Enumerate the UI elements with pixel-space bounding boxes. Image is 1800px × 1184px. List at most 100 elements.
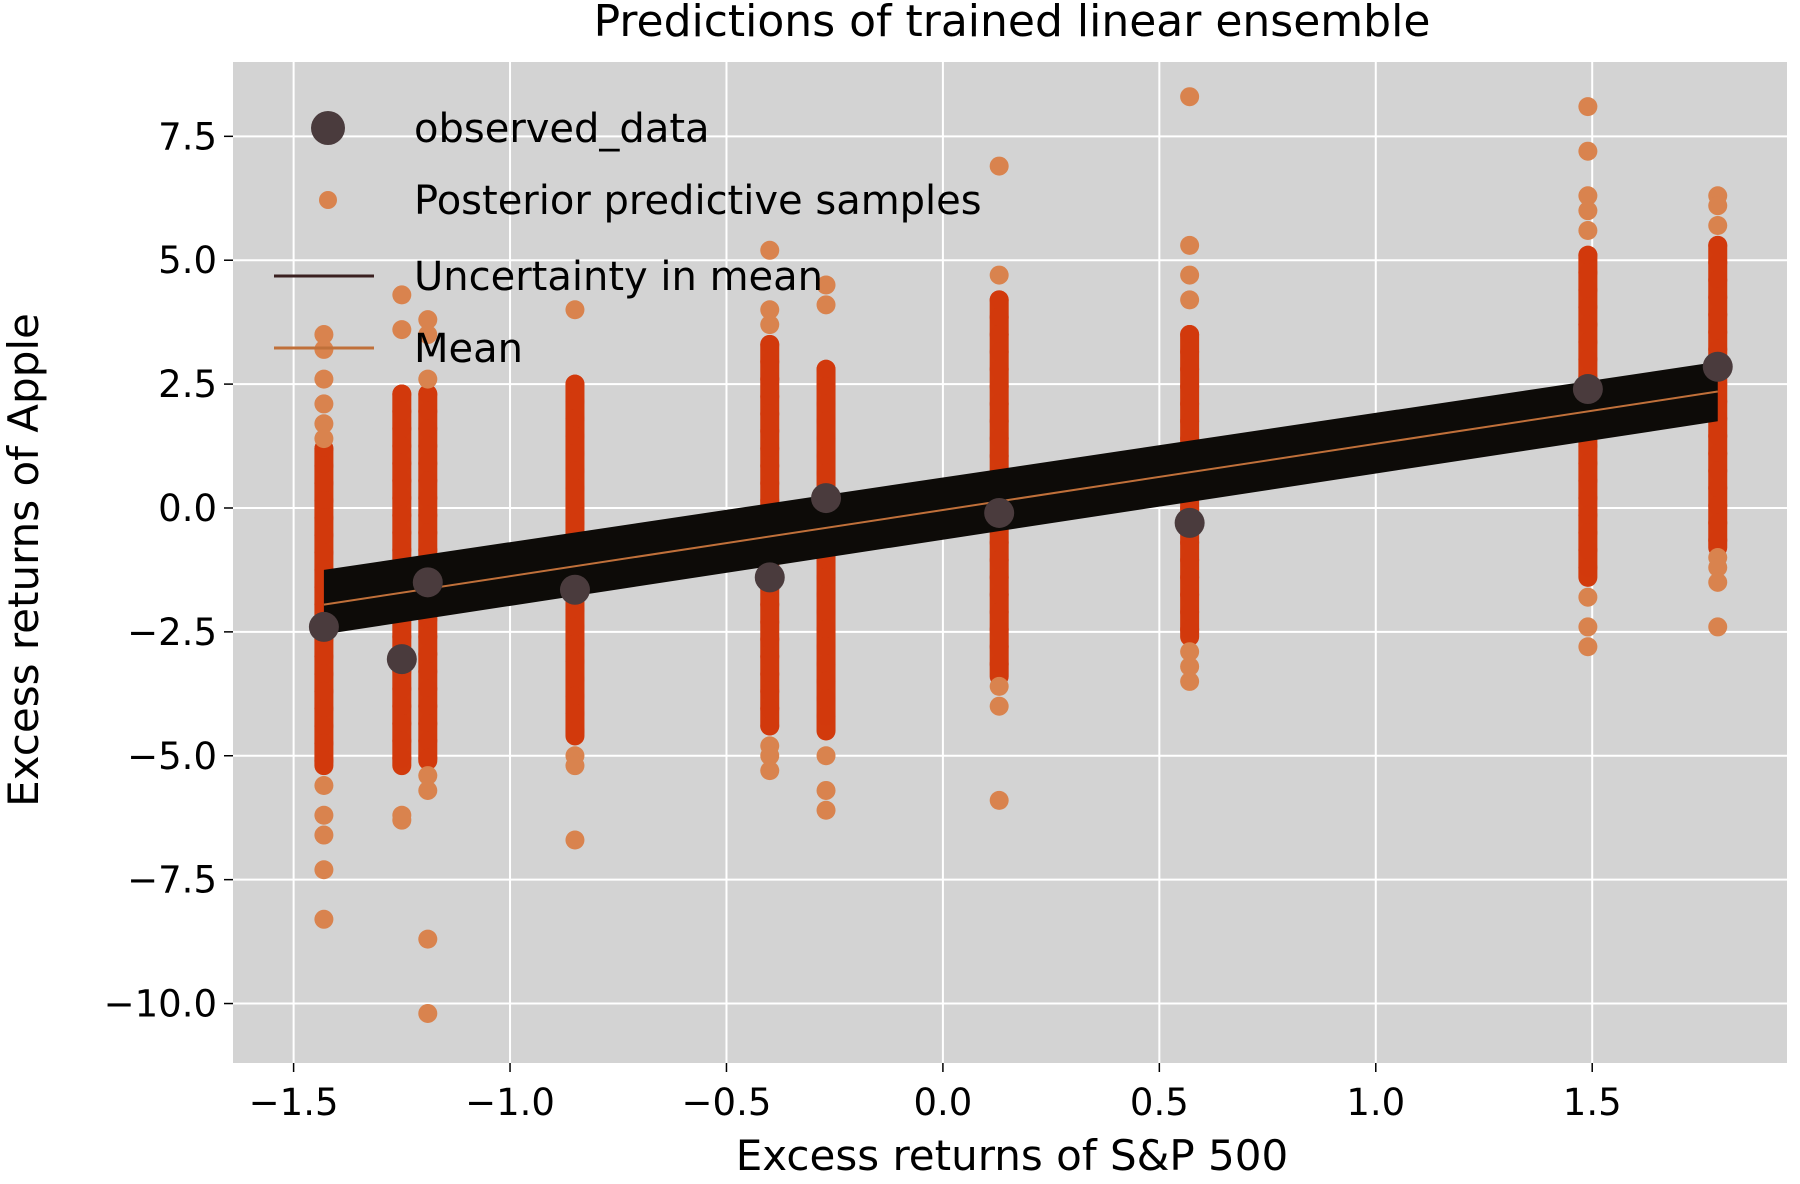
observed-data-point (559, 574, 590, 605)
observed-data-point (984, 497, 1015, 528)
posterior-sample-point (1578, 617, 1598, 637)
posterior-sample-point (816, 446, 836, 466)
x-tick-label: −1.5 (249, 1081, 339, 1124)
posterior-sample-point (392, 384, 412, 404)
posterior-sample-point (1578, 186, 1598, 206)
posterior-sample-point (565, 704, 585, 724)
posterior-sample-point (1180, 235, 1200, 255)
posterior-sample-point (314, 525, 334, 545)
posterior-sample-point (418, 662, 438, 682)
posterior-sample-point (1578, 488, 1598, 508)
posterior-sample-point (418, 714, 438, 734)
posterior-sample-point (1708, 305, 1728, 325)
posterior-sample-point (418, 679, 438, 699)
posterior-sample-point (989, 446, 1009, 466)
posterior-sample-point (314, 647, 334, 667)
posterior-sample-point (1180, 87, 1200, 107)
posterior-sample-point (392, 679, 412, 699)
posterior-sample-point (565, 496, 585, 516)
posterior-sample-point (1708, 216, 1728, 236)
posterior-sample-point (816, 780, 836, 800)
posterior-sample-point (816, 800, 836, 820)
x-tick-label: 1.0 (1346, 1081, 1405, 1124)
y-tick-label: 0.0 (158, 487, 217, 530)
posterior-sample-point (816, 411, 836, 431)
posterior-sample-point (418, 436, 438, 456)
posterior-sample-point (565, 617, 585, 637)
posterior-sample-point (816, 746, 836, 766)
posterior-sample-point (816, 585, 836, 605)
posterior-sample-point (565, 721, 585, 741)
posterior-sample-point (1578, 201, 1598, 221)
posterior-sample-point (1180, 585, 1200, 605)
posterior-sample-point (418, 310, 438, 330)
posterior-sample-point (989, 290, 1009, 310)
posterior-sample-point (1180, 265, 1200, 285)
posterior-sample-point (760, 439, 780, 459)
posterior-sample-point (392, 696, 412, 716)
posterior-sample-point (760, 334, 780, 354)
posterior-sample-point (989, 676, 1009, 696)
posterior-sample-point (565, 443, 585, 463)
posterior-sample-point (1708, 530, 1728, 550)
posterior-sample-point (989, 637, 1009, 657)
posterior-sample-point (760, 681, 780, 701)
posterior-sample-point (816, 689, 836, 709)
posterior-sample-point (314, 456, 334, 476)
posterior-sample-point (314, 394, 334, 414)
posterior-sample-point (1708, 322, 1728, 342)
posterior-sample-point (418, 471, 438, 491)
posterior-sample-point (565, 409, 585, 429)
posterior-sample-point (989, 265, 1009, 285)
posterior-sample-point (989, 790, 1009, 810)
posterior-sample-point (1708, 496, 1728, 516)
posterior-sample-point (392, 540, 412, 560)
posterior-sample-point (816, 637, 836, 657)
posterior-sample-point (314, 805, 334, 825)
posterior-sample-point (565, 830, 585, 850)
posterior-sample-point (392, 401, 412, 421)
posterior-sample-point (1578, 540, 1598, 560)
posterior-sample-point (816, 567, 836, 587)
posterior-sample-point (1180, 642, 1200, 662)
posterior-sample-point (816, 377, 836, 397)
posterior-sample-point (418, 748, 438, 768)
posterior-sample-point (1180, 671, 1200, 691)
posterior-sample-point (418, 696, 438, 716)
x-tick-label: 0.0 (913, 1081, 972, 1124)
posterior-sample-point (314, 543, 334, 563)
posterior-sample-point (989, 550, 1009, 570)
posterior-sample-point (760, 369, 780, 389)
y-tick-label: −2.5 (127, 611, 217, 654)
posterior-sample-point (314, 681, 334, 701)
posterior-sample-point (565, 756, 585, 776)
posterior-sample-point (392, 731, 412, 751)
posterior-sample-point (1180, 602, 1200, 622)
legend-label-samples: Posterior predictive samples (414, 178, 982, 224)
posterior-sample-point (314, 699, 334, 719)
posterior-sample-point (1578, 332, 1598, 352)
posterior-sample-point (1578, 245, 1598, 265)
uncertainty-band-layer (323, 361, 1718, 635)
posterior-sample-point (1180, 550, 1200, 570)
posterior-sample-point (392, 748, 412, 768)
posterior-sample-point (760, 315, 780, 335)
posterior-sample-point (760, 612, 780, 632)
posterior-sample-point (1578, 141, 1598, 161)
posterior-sample-point (1578, 349, 1598, 369)
observed-data-point (386, 644, 417, 675)
posterior-sample-point (989, 654, 1009, 674)
posterior-sample-point (418, 929, 438, 949)
posterior-sample-point (816, 463, 836, 483)
posterior-sample-point (760, 595, 780, 615)
posterior-sample-point (392, 320, 412, 340)
posterior-sample-point (1578, 471, 1598, 491)
legend-marker-samples (319, 191, 337, 209)
posterior-sample-point (314, 414, 334, 434)
posterior-sample-point (760, 746, 780, 766)
posterior-sample-point (760, 386, 780, 406)
posterior-sample-point (1708, 426, 1728, 446)
posterior-sample-point (1180, 342, 1200, 362)
posterior-sample-point (989, 585, 1009, 605)
